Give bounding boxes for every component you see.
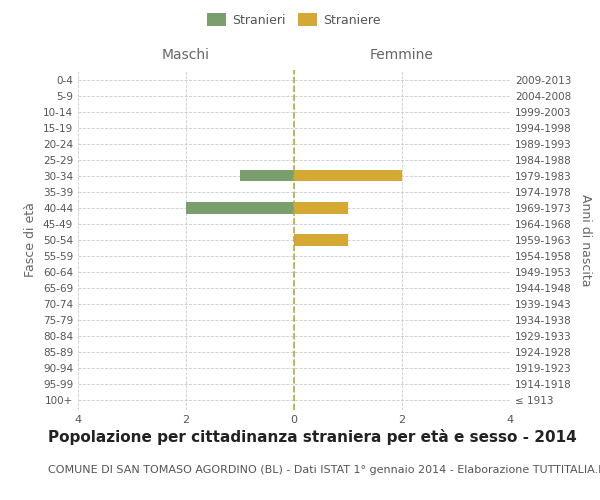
Text: Popolazione per cittadinanza straniera per età e sesso - 2014: Popolazione per cittadinanza straniera p… [48,429,577,445]
Y-axis label: Fasce di età: Fasce di età [25,202,37,278]
Bar [294,234,348,246]
Bar [294,202,348,213]
Text: Maschi: Maschi [162,48,210,62]
Text: COMUNE DI SAN TOMASO AGORDINO (BL) - Dati ISTAT 1° gennaio 2014 - Elaborazione T: COMUNE DI SAN TOMASO AGORDINO (BL) - Dat… [48,465,600,475]
Text: Femmine: Femmine [370,48,434,62]
Bar [186,202,294,213]
Bar [240,170,294,181]
Legend: Stranieri, Straniere: Stranieri, Straniere [202,8,386,32]
Bar [294,170,402,181]
Y-axis label: Anni di nascita: Anni di nascita [580,194,592,286]
